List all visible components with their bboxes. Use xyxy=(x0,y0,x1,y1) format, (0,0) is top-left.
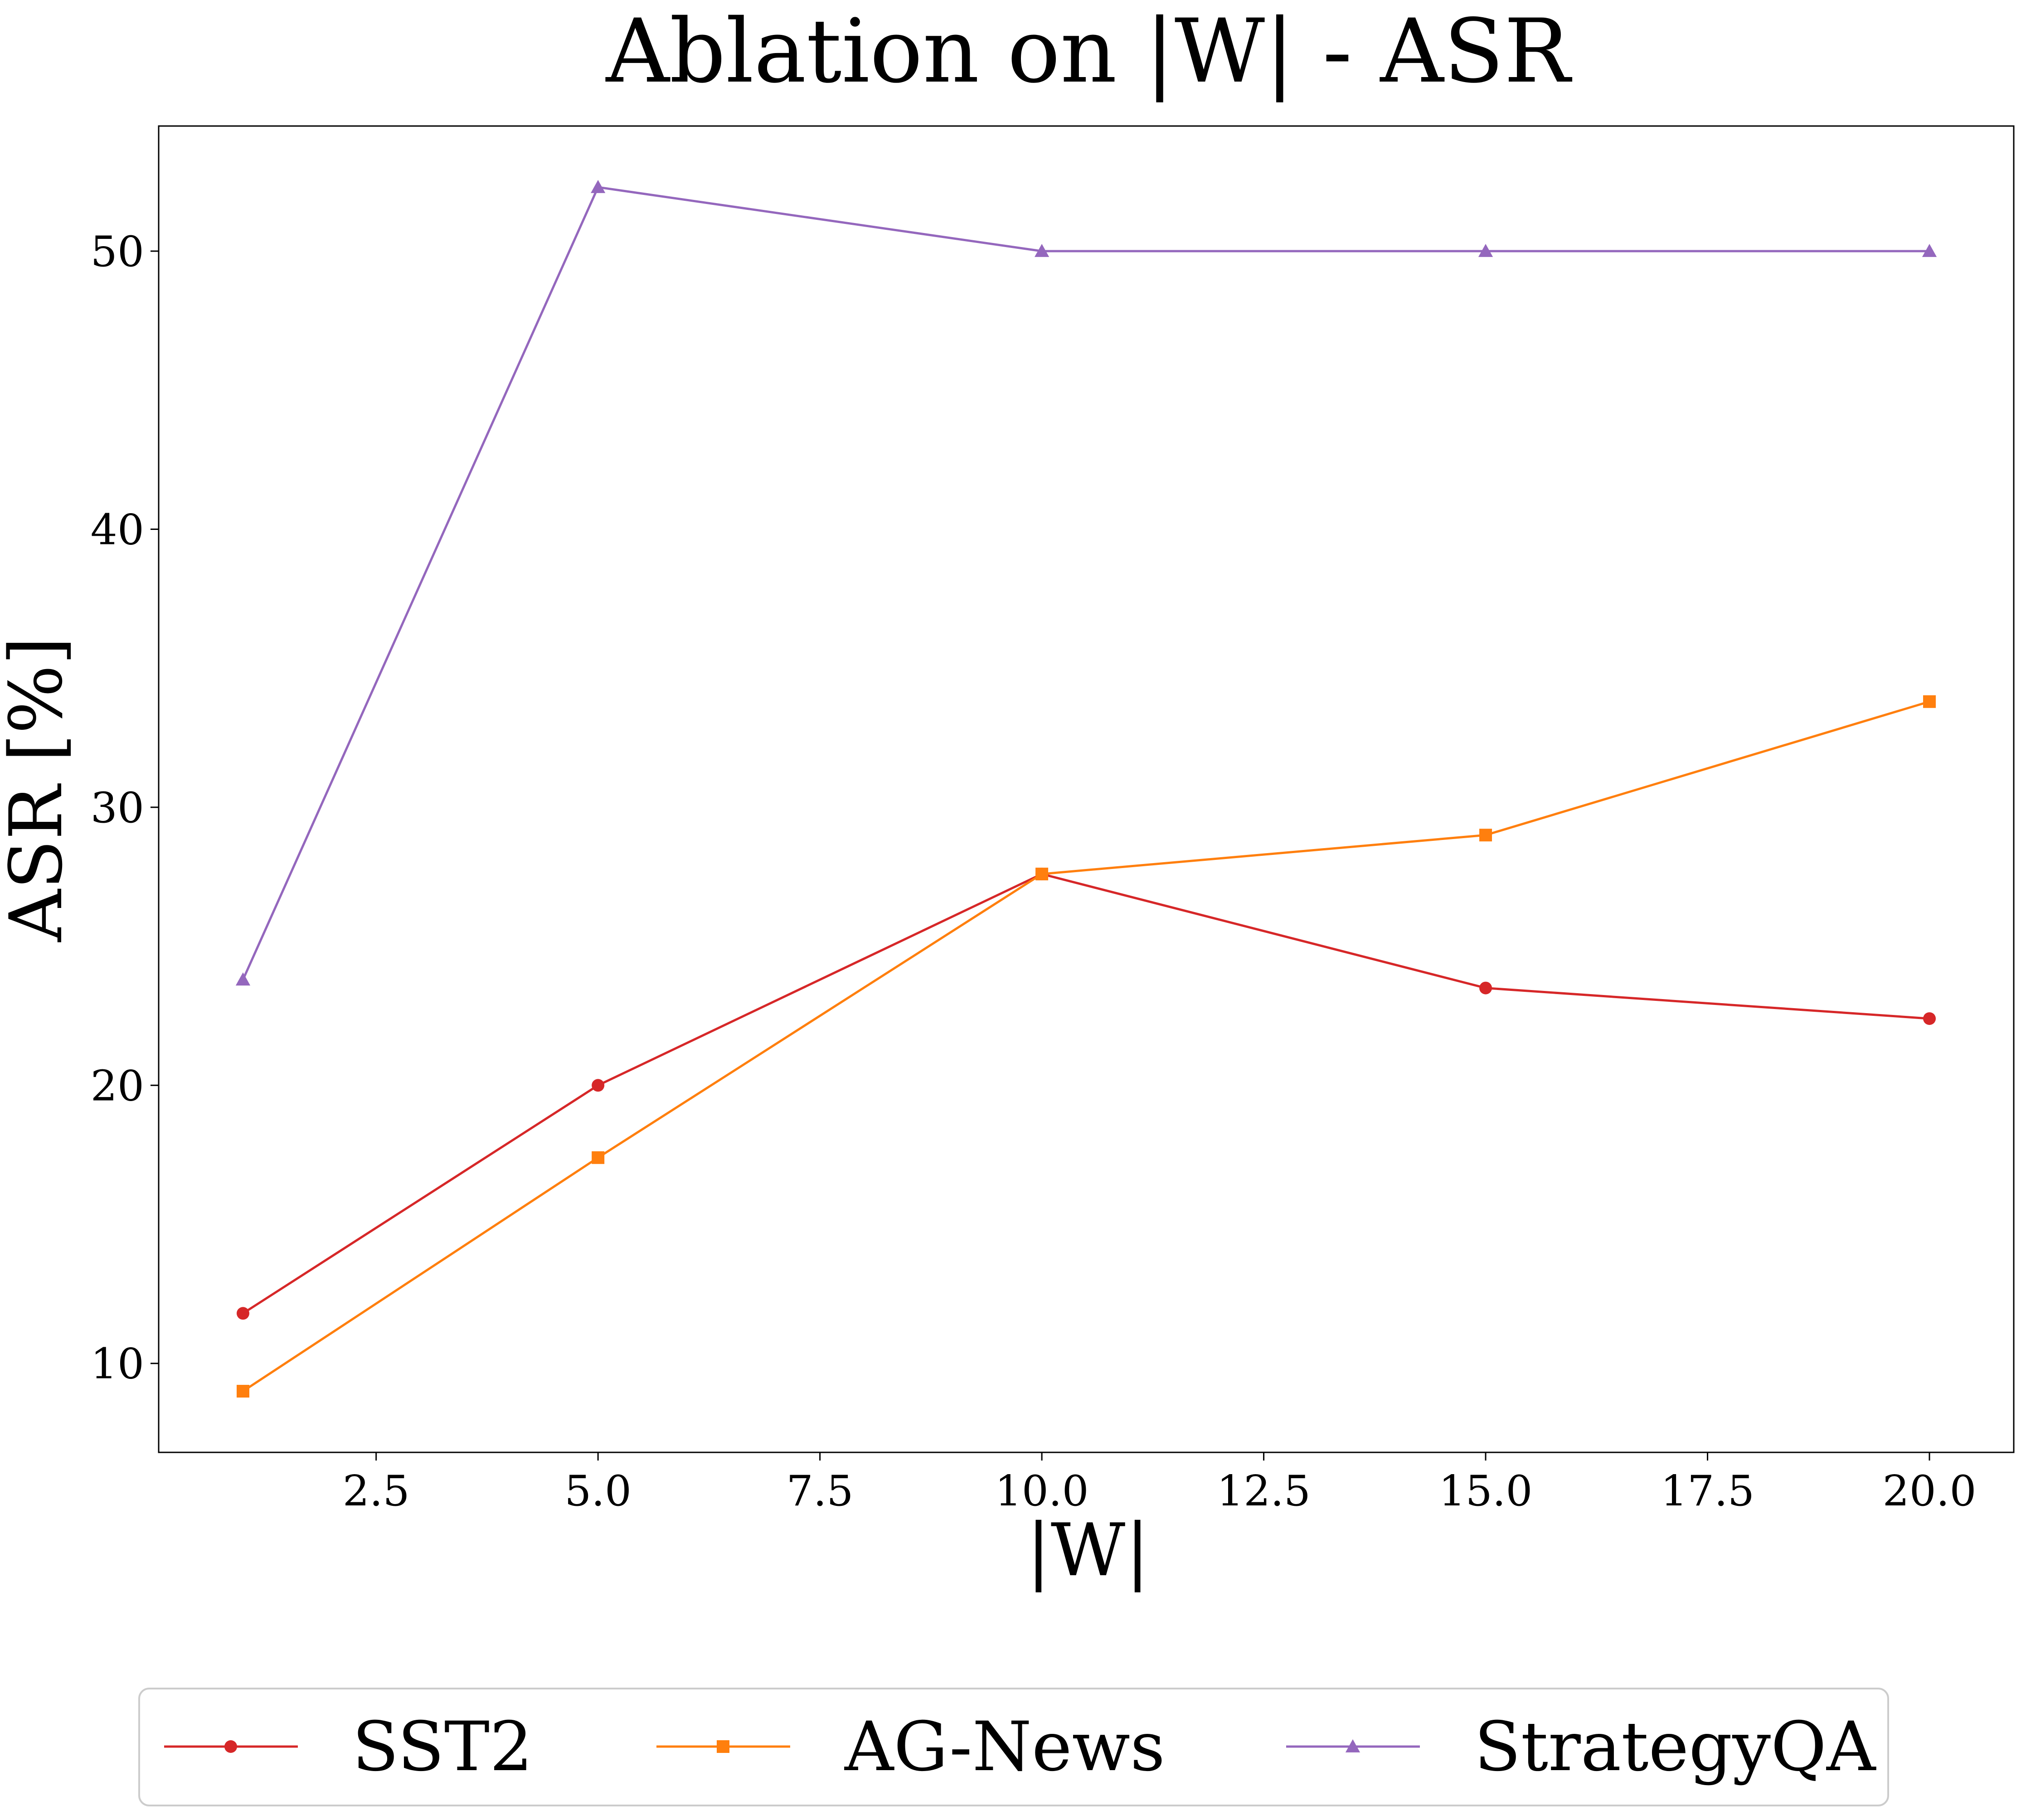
legend-marker xyxy=(224,1740,237,1753)
legend-label: StrategyQA xyxy=(1474,1708,1876,1786)
chart-title: Ablation on |W| - ASR xyxy=(605,0,1573,102)
y-tick-label: 20 xyxy=(91,1061,144,1110)
legend-label: SST2 xyxy=(352,1708,533,1786)
series-line xyxy=(242,700,1930,1393)
data-point xyxy=(1922,243,1937,257)
x-tick-label: 15.0 xyxy=(1439,1466,1533,1515)
legend-item-strategyqa: StrategyQA xyxy=(1286,1708,1876,1786)
x-tick-label: 7.5 xyxy=(787,1466,854,1515)
data-point xyxy=(1479,829,1492,842)
series-sst2 xyxy=(237,868,1936,1320)
legend-marker xyxy=(717,1740,729,1753)
x-tick-label: 5.0 xyxy=(564,1466,632,1515)
data-point xyxy=(1923,1012,1936,1025)
x-tick-label: 12.5 xyxy=(1217,1466,1311,1515)
x-tick-label: 2.5 xyxy=(343,1466,410,1515)
plot-area-frame xyxy=(158,125,2015,1453)
y-tick-label: 30 xyxy=(91,783,144,832)
series-line xyxy=(242,186,1929,980)
data-point xyxy=(237,1307,249,1320)
data-point xyxy=(1479,981,1492,995)
data-point xyxy=(1035,868,1049,881)
legend-item-sst2: SST2 xyxy=(164,1708,533,1786)
data-point xyxy=(591,180,606,193)
data-point xyxy=(592,1151,605,1164)
data-point xyxy=(592,1079,605,1092)
series-layer xyxy=(235,180,1937,1398)
legend-item-ag-news: AG-News xyxy=(656,1708,1165,1786)
data-point xyxy=(1478,243,1493,257)
legend-marker xyxy=(1345,1739,1360,1752)
legend-box xyxy=(138,1688,1889,1806)
y-tick-label: 40 xyxy=(91,505,144,554)
series-strategyqa xyxy=(235,180,1937,986)
legend: SST2 AG-News StrategyQA xyxy=(138,1688,1889,1806)
x-tick-label: 20.0 xyxy=(1882,1466,1976,1515)
x-tick-label: 17.5 xyxy=(1661,1466,1754,1515)
x-axis-title: |W| xyxy=(1026,1508,1150,1592)
legend-entries: SST2 AG-News StrategyQA xyxy=(164,1708,1876,1786)
series-ag-news xyxy=(237,695,1936,1398)
data-point xyxy=(1035,243,1049,257)
x-tick-label: 10.0 xyxy=(995,1466,1089,1515)
y-axis-title: ASR [%] xyxy=(0,636,78,942)
x-axis-ticks: 2.5 5.0 7.5 10.0 12.5 15.0 17.5 20.0 xyxy=(343,1452,1977,1515)
series-line xyxy=(242,873,1930,1315)
y-tick-label: 50 xyxy=(91,227,144,276)
data-point xyxy=(235,972,251,986)
data-point xyxy=(237,1385,249,1398)
y-tick-label: 10 xyxy=(91,1340,144,1388)
legend-label: AG-News xyxy=(844,1708,1165,1786)
y-axis-ticks: 10 20 30 40 50 xyxy=(91,227,159,1388)
data-point xyxy=(1923,695,1936,708)
